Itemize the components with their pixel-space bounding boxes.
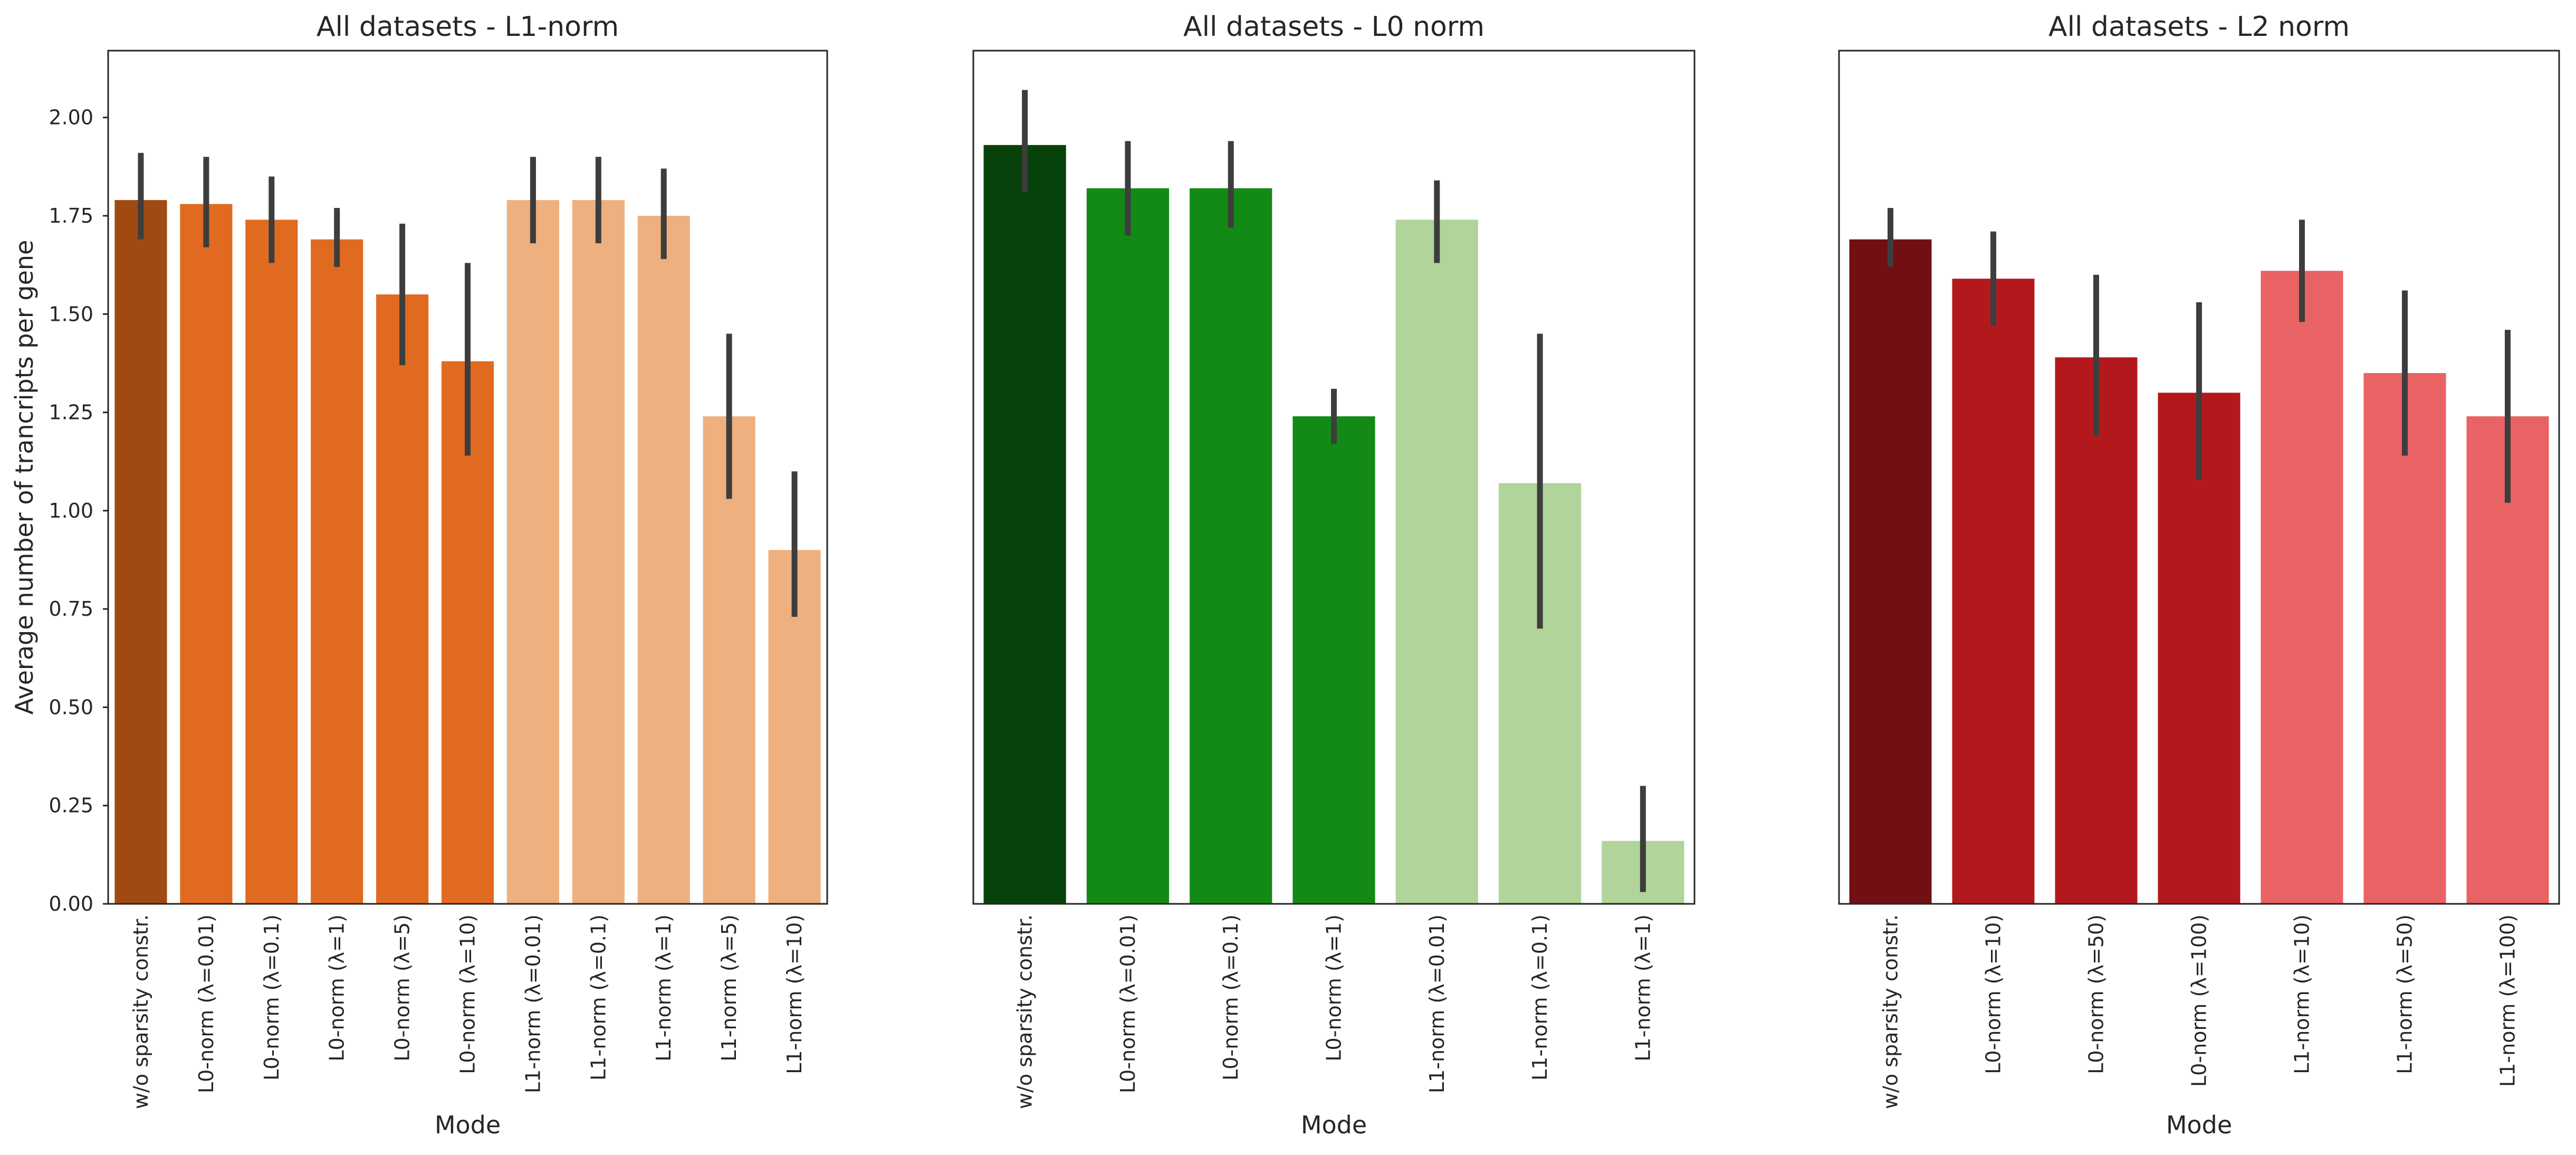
bar-2 xyxy=(180,204,233,904)
x-tick-label: L0-norm (λ=0.01) xyxy=(1116,914,1139,1093)
panel-title: All datasets - L1-norm xyxy=(317,11,619,43)
bar-6 xyxy=(2363,373,2446,904)
bar-1 xyxy=(983,145,1066,904)
x-tick-label: L0-norm (λ=50) xyxy=(2085,914,2108,1074)
x-tick-label: L0-norm (λ=100) xyxy=(2188,914,2211,1087)
x-tick-label: L0-norm (λ=0.1) xyxy=(1219,914,1242,1081)
x-tick-label: L1-norm (λ=0.1) xyxy=(1528,914,1552,1081)
y-tick-label: 0.25 xyxy=(49,794,93,817)
bar-7 xyxy=(506,200,559,904)
x-tick-label: L0-norm (λ=10) xyxy=(456,914,480,1074)
bar-1 xyxy=(1849,239,1932,904)
x-axis-label: Mode xyxy=(435,1111,501,1139)
panel-2: All datasets - L0 norm w/o sparsity const… xyxy=(972,11,1696,1139)
panel-1: All datasets - L1-norm w/o sparsity const… xyxy=(10,11,828,1139)
panel-title: All datasets - L0 norm xyxy=(1183,11,1485,43)
bar-3 xyxy=(1190,188,1272,904)
bar-9 xyxy=(637,215,690,904)
y-tick-label: 1.75 xyxy=(49,204,93,227)
panel-title: All datasets - L2 norm xyxy=(2048,11,2350,43)
x-tick-label: L0-norm (λ=1) xyxy=(1323,914,1346,1062)
x-tick-label: L1-norm (λ=10) xyxy=(783,914,806,1074)
y-tick-label: 1.00 xyxy=(49,499,93,522)
x-tick-label: L0-norm (λ=0.01) xyxy=(195,914,218,1093)
plot-frame xyxy=(107,50,828,905)
bar-3 xyxy=(245,219,298,904)
x-axis-label: Mode xyxy=(2166,1111,2232,1139)
x-tick-label: L1-norm (λ=0.01) xyxy=(521,914,544,1093)
y-tick-label: 2.00 xyxy=(49,106,93,129)
bar-1 xyxy=(114,200,167,904)
panel-3: All datasets - L2 norm w/o sparsity const… xyxy=(1838,11,2560,1139)
bar-5 xyxy=(376,294,429,904)
bar-5 xyxy=(1395,219,1478,904)
bar-2 xyxy=(1086,188,1170,904)
bar-3 xyxy=(2055,357,2138,904)
x-tick-label: L1-norm (λ=5) xyxy=(717,914,741,1062)
x-tick-label: w/o sparsity constr. xyxy=(129,914,152,1109)
x-tick-label: L0-norm (λ=1) xyxy=(325,914,349,1062)
x-tick-label: L1-norm (λ=50) xyxy=(2393,914,2417,1074)
bar-5 xyxy=(2261,271,2343,904)
x-axis-label: Mode xyxy=(1301,1111,1367,1139)
y-tick-label: 0.75 xyxy=(49,597,93,621)
plot-frame xyxy=(972,50,1696,905)
y-tick-label: 0.00 xyxy=(49,892,93,915)
x-tick-label: L1-norm (λ=10) xyxy=(2291,914,2314,1074)
bar-2 xyxy=(1952,279,2035,904)
x-tick-label: L1-norm (λ=0.01) xyxy=(1425,914,1449,1093)
y-tick-label: 1.50 xyxy=(49,302,93,326)
bar-8 xyxy=(572,200,625,904)
plot-frame xyxy=(1838,50,2560,905)
y-axis-label: Average number of trancripts per gene xyxy=(10,240,39,715)
x-tick-label: L1-norm (λ=100) xyxy=(2496,914,2520,1087)
y-tick-label: 0.50 xyxy=(49,695,93,719)
x-tick-label: L0-norm (λ=10) xyxy=(1982,914,2005,1074)
x-tick-label: L1-norm (λ=0.1) xyxy=(587,914,610,1081)
x-tick-label: L1-norm (λ=1) xyxy=(1631,914,1654,1062)
bar-4 xyxy=(1292,416,1375,904)
bar-4 xyxy=(311,239,363,904)
x-tick-label: L0-norm (λ=0.1) xyxy=(260,914,283,1081)
x-tick-label: w/o sparsity constr. xyxy=(1013,914,1037,1109)
x-tick-label: L0-norm (λ=5) xyxy=(391,914,414,1062)
x-tick-label: w/o sparsity constr. xyxy=(1879,914,1902,1109)
x-tick-label: L1-norm (λ=1) xyxy=(652,914,675,1062)
y-tick-label: 1.25 xyxy=(49,401,93,424)
